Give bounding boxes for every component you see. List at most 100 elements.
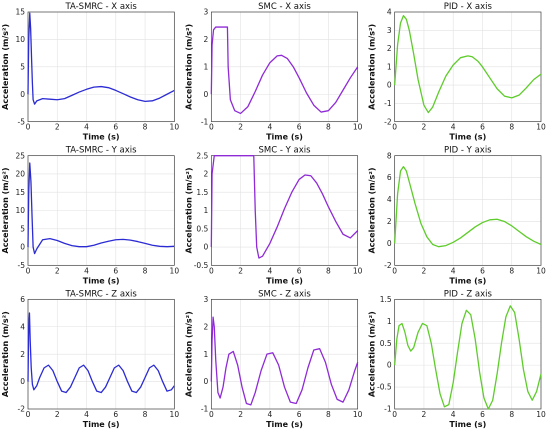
y-axis-label: Acceleration (m/s²) — [1, 311, 10, 397]
subplot-3: 0 2 4 6 8 10 -2 -1 0 1 2 3 4 PID - X axis Time (s) Acce… — [368, 2, 546, 142]
x-tick-label: 10 — [353, 123, 363, 132]
y-tick-label: -1 — [384, 99, 392, 108]
y-tick-label: 10 — [15, 35, 25, 44]
y-tick-label: -2 — [18, 405, 26, 414]
y-tick-label: 2 — [204, 170, 209, 179]
x-tick-label: 4 — [267, 123, 272, 132]
y-axis-label: Acceleration (m/s²) — [1, 24, 10, 110]
x-tick-label: 8 — [143, 410, 148, 419]
x-tick-label: 2 — [55, 123, 60, 132]
x-tick-label: 8 — [326, 266, 331, 275]
x-tick-label: 6 — [113, 266, 118, 275]
series-line — [210, 316, 359, 406]
plot-frame — [394, 155, 542, 266]
x-tick-label: 8 — [509, 410, 514, 419]
y-tick-label: 0 — [20, 377, 25, 386]
x-tick-label: 2 — [238, 123, 243, 132]
x-tick-label: 6 — [480, 266, 485, 275]
x-tick-label: 2 — [422, 266, 427, 275]
y-tick-label: 3 — [387, 26, 392, 35]
y-tick-label: 0 — [20, 243, 25, 252]
y-tick-label: 0 — [387, 239, 392, 248]
y-tick-label: 1.5 — [196, 188, 208, 197]
y-tick-label: 20 — [15, 170, 25, 179]
y-tick-label: 2 — [204, 322, 209, 331]
y-tick-label: -2 — [384, 261, 392, 270]
y-tick-label: 0 — [20, 90, 25, 99]
y-tick-label: 0 — [204, 243, 209, 252]
x-tick-label: 2 — [55, 410, 60, 419]
y-tick-label: 0 — [387, 81, 392, 90]
x-tick-label: 10 — [536, 123, 546, 132]
x-tick-label: 6 — [297, 410, 302, 419]
series-line — [27, 312, 175, 394]
x-axis-label: Time (s) — [266, 420, 303, 429]
x-tick-label: 2 — [422, 410, 427, 419]
x-tick-label: 10 — [536, 410, 546, 419]
x-tick-label: 8 — [326, 123, 331, 132]
x-tick-label: 4 — [84, 410, 89, 419]
y-tick-label: 1 — [204, 350, 209, 359]
y-tick-label: 4 — [387, 195, 392, 204]
x-axis-label: Time (s) — [449, 276, 486, 285]
y-tick-label: 1 — [204, 62, 209, 71]
y-tick-label: 3 — [204, 295, 209, 304]
x-tick-label: 10 — [170, 266, 180, 275]
x-tick-label: 10 — [170, 123, 180, 132]
y-tick-label: 1 — [387, 62, 392, 71]
x-tick-label: 2 — [55, 266, 60, 275]
x-tick-label: 4 — [451, 410, 456, 419]
y-tick-label: -5 — [18, 117, 26, 126]
y-tick-label: 25 — [15, 151, 25, 160]
x-tick-label: 0 — [209, 266, 214, 275]
y-tick-label: 2 — [387, 217, 392, 226]
x-tick-label: 10 — [170, 410, 180, 419]
subplot-title: TA-SMRC - X axis — [64, 2, 137, 12]
x-tick-label: 0 — [392, 410, 397, 419]
x-tick-label: 6 — [480, 410, 485, 419]
y-tick-label: -5 — [18, 261, 26, 270]
x-tick-label: 8 — [509, 123, 514, 132]
y-tick-label: 0 — [204, 90, 209, 99]
x-tick-label: 4 — [84, 123, 89, 132]
y-tick-label: 0 — [204, 377, 209, 386]
series-line — [394, 165, 542, 248]
x-tick-label: 4 — [451, 123, 456, 132]
y-tick-label: 5 — [20, 62, 25, 71]
y-tick-label: 15 — [15, 188, 25, 197]
x-tick-label: 10 — [353, 410, 363, 419]
plot-frame — [394, 11, 542, 123]
x-tick-label: 8 — [143, 123, 148, 132]
y-tick-label: -0.5 — [377, 383, 392, 392]
subplot-title: TA-SMRC - Z axis — [64, 289, 137, 299]
subplot-title: PID - Z axis — [444, 289, 493, 299]
x-tick-label: 6 — [297, 266, 302, 275]
x-axis-label: Time (s) — [83, 133, 120, 142]
x-tick-label: 4 — [84, 266, 89, 275]
x-tick-label: 10 — [536, 266, 546, 275]
y-tick-label: 6 — [20, 295, 25, 304]
x-tick-label: 0 — [392, 123, 397, 132]
subplot-9: 0 2 4 6 8 10 -1 -0.5 0 0.5 1 1.5 PID - Z axis Time (s… — [368, 289, 546, 429]
y-tick-label: -1 — [201, 117, 209, 126]
y-tick-label: 8 — [387, 151, 392, 160]
series-line — [27, 12, 175, 105]
subplot-title: SMC - Y axis — [258, 146, 311, 156]
y-tick-label: 4 — [20, 322, 25, 331]
x-tick-label: 0 — [392, 266, 397, 275]
x-tick-label: 2 — [422, 123, 427, 132]
series-line — [210, 26, 359, 115]
y-tick-label: -1 — [201, 405, 209, 414]
x-tick-label: 4 — [267, 266, 272, 275]
y-axis-label: Acceleration (m/s²) — [368, 311, 377, 397]
y-tick-label: 1 — [204, 206, 209, 215]
y-tick-label: 1 — [387, 317, 392, 326]
x-tick-label: 6 — [113, 123, 118, 132]
x-tick-label: 0 — [26, 410, 31, 419]
x-axis-label: Time (s) — [449, 133, 486, 142]
